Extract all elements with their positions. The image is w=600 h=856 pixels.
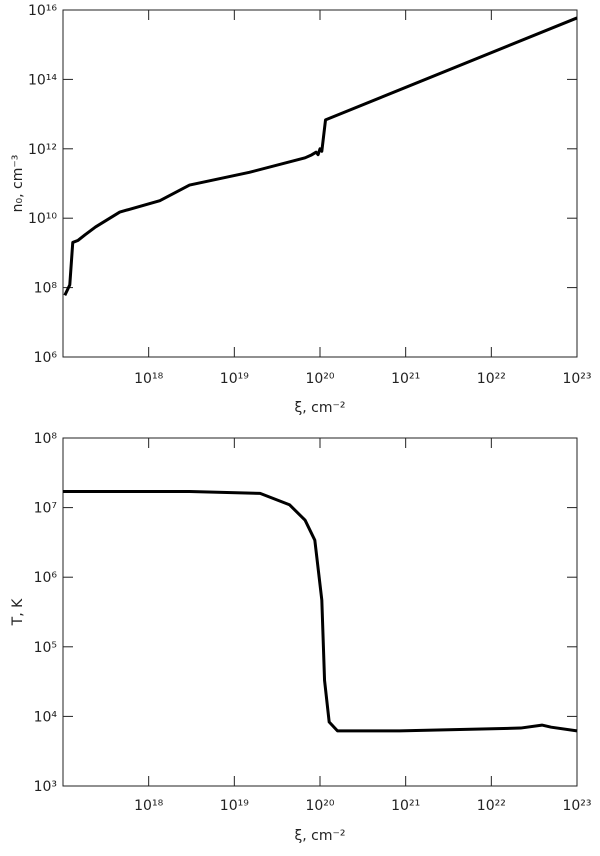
y-tick-label: 10⁸ (34, 281, 58, 297)
y-axis-label: n₀, cm⁻³ (10, 155, 26, 213)
data-line (63, 490, 578, 733)
y-axis-label: T, K (10, 598, 26, 626)
y-tick-label: 10¹⁰ (28, 211, 57, 227)
x-tick-label: 10²¹ (391, 371, 420, 387)
x-tick-label: 10²³ (562, 371, 591, 387)
y-tick-label: 10³ (34, 779, 57, 795)
x-tick-label: 10¹⁸ (134, 798, 163, 814)
plot-frame (62, 9, 578, 358)
y-tick-label: 10⁸ (34, 431, 58, 447)
y-tick-label: 10¹² (28, 142, 57, 158)
x-tick-label: 10¹⁹ (220, 798, 249, 814)
x-tick-label: 10²³ (562, 798, 591, 814)
y-tick-label: 10⁴ (34, 709, 58, 725)
x-tick-label: 10²² (477, 371, 506, 387)
x-axis-label: ξ, cm⁻² (294, 400, 345, 416)
data-line (63, 16, 578, 296)
x-tick-label: 10²² (477, 798, 506, 814)
y-tick-label: 10⁷ (34, 501, 57, 517)
y-tick-label: 10⁶ (34, 570, 58, 586)
x-tick-label: 10¹⁹ (220, 371, 249, 387)
x-tick-label: 10²⁰ (305, 371, 334, 387)
x-tick-label: 10¹⁸ (134, 371, 163, 387)
y-tick-label: 10¹⁶ (28, 3, 57, 19)
x-axis-label: ξ, cm⁻² (294, 828, 345, 844)
y-tick-label: 10⁶ (34, 350, 58, 366)
y-tick-label: 10⁵ (34, 640, 57, 656)
y-tick-label: 10¹⁴ (28, 72, 57, 88)
x-tick-label: 10²⁰ (305, 798, 334, 814)
x-tick-label: 10²¹ (391, 798, 420, 814)
